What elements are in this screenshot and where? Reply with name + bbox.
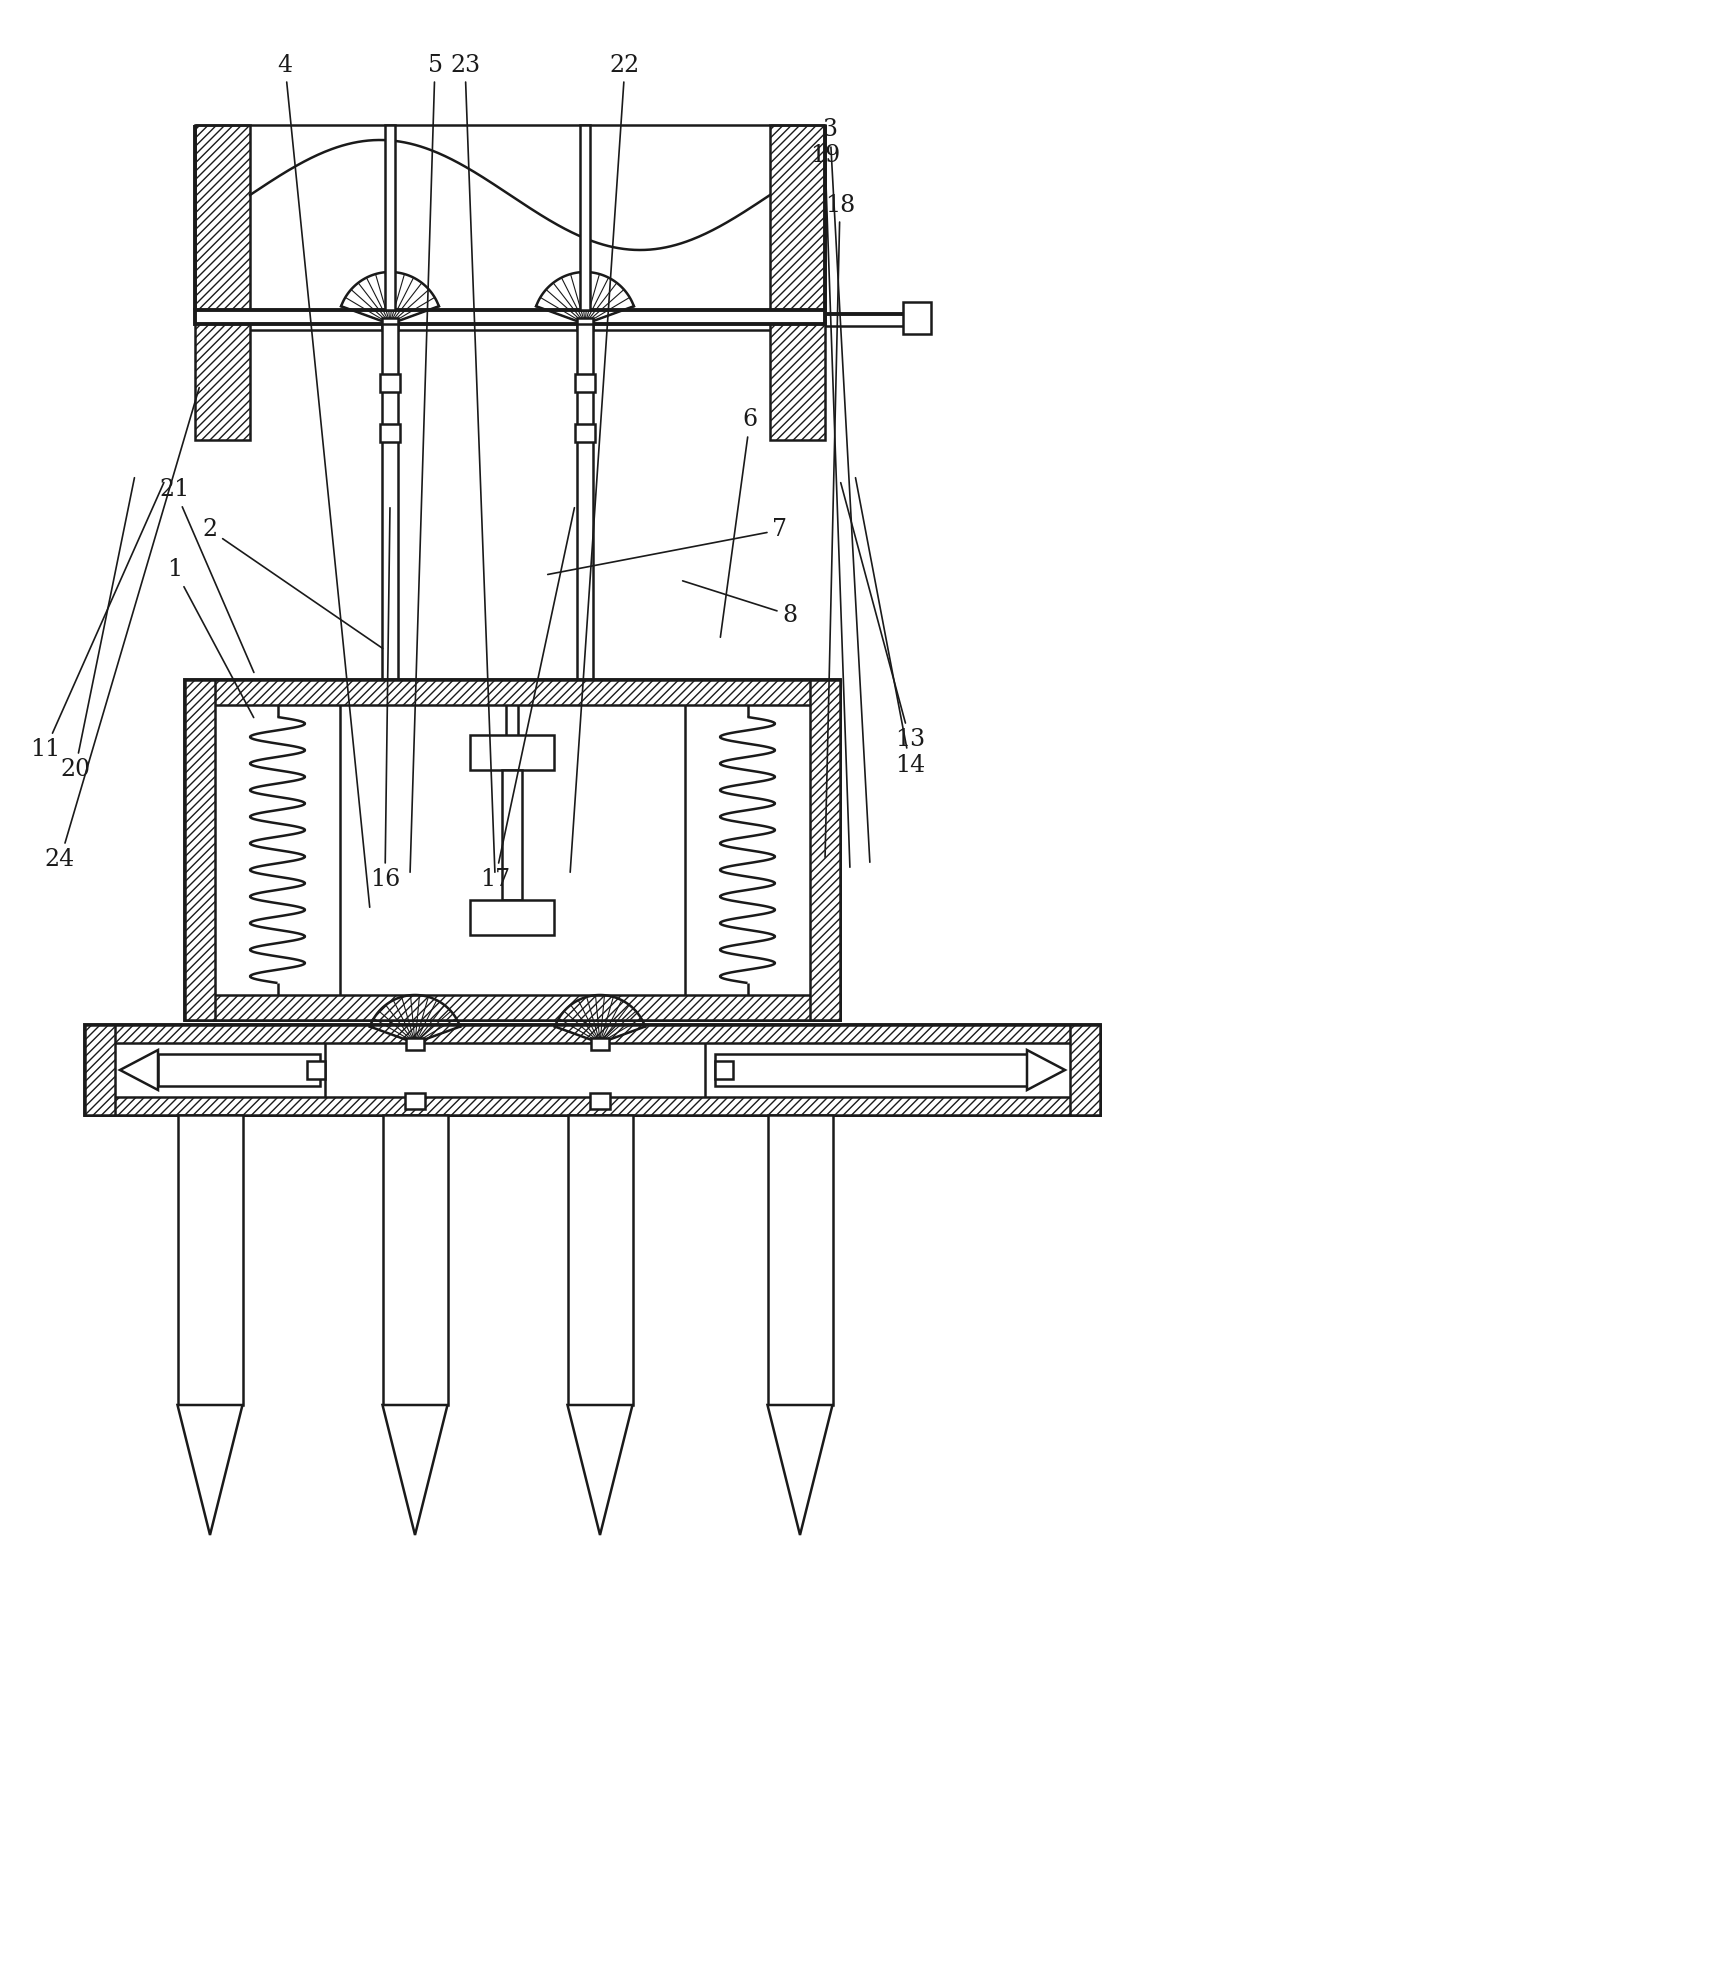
Bar bbox=[502, 769, 523, 899]
Bar bbox=[381, 325, 398, 681]
Text: 21: 21 bbox=[160, 478, 254, 673]
Text: 22: 22 bbox=[571, 53, 640, 872]
Bar bbox=[592, 1037, 609, 1051]
Text: 4: 4 bbox=[278, 53, 369, 907]
Polygon shape bbox=[121, 1051, 159, 1090]
Bar bbox=[383, 1116, 447, 1405]
Text: 24: 24 bbox=[45, 388, 198, 872]
Text: 5: 5 bbox=[411, 53, 443, 872]
Bar bbox=[85, 1025, 1101, 1043]
Text: 8: 8 bbox=[683, 581, 797, 626]
Bar bbox=[85, 1025, 1101, 1116]
Text: 18: 18 bbox=[825, 193, 856, 858]
Bar bbox=[568, 1116, 633, 1405]
Bar bbox=[380, 423, 400, 443]
Bar bbox=[574, 423, 595, 443]
Text: 6: 6 bbox=[721, 409, 757, 638]
Bar bbox=[185, 681, 840, 705]
Bar bbox=[185, 996, 840, 1019]
Bar bbox=[380, 374, 400, 392]
Text: 20: 20 bbox=[60, 478, 135, 781]
Polygon shape bbox=[768, 1405, 833, 1535]
Bar bbox=[185, 681, 216, 1019]
Bar bbox=[381, 319, 398, 331]
Text: 17: 17 bbox=[480, 508, 574, 892]
Bar bbox=[178, 1116, 243, 1405]
Bar bbox=[195, 311, 825, 325]
Polygon shape bbox=[1026, 1051, 1064, 1090]
Text: 19: 19 bbox=[809, 144, 850, 868]
Text: 7: 7 bbox=[549, 518, 788, 575]
Bar bbox=[307, 1061, 324, 1078]
Bar bbox=[85, 1096, 1101, 1116]
Text: 13: 13 bbox=[840, 482, 925, 752]
Bar bbox=[811, 681, 840, 1019]
Bar bbox=[574, 374, 595, 392]
Bar bbox=[714, 1055, 1026, 1086]
Text: 16: 16 bbox=[369, 508, 400, 892]
Polygon shape bbox=[383, 1405, 447, 1535]
Text: 14: 14 bbox=[856, 478, 925, 777]
Bar bbox=[1070, 1025, 1101, 1116]
Text: 3: 3 bbox=[823, 118, 869, 862]
Bar bbox=[185, 681, 840, 1019]
Text: 1: 1 bbox=[167, 559, 254, 718]
Bar bbox=[576, 319, 593, 331]
Bar bbox=[768, 1116, 833, 1405]
Polygon shape bbox=[568, 1405, 633, 1535]
Bar bbox=[195, 126, 250, 441]
Bar bbox=[580, 126, 590, 311]
Bar bbox=[590, 1092, 611, 1110]
Bar bbox=[385, 126, 395, 311]
Bar bbox=[902, 301, 932, 335]
Bar bbox=[469, 734, 554, 769]
Bar bbox=[85, 1025, 116, 1116]
Polygon shape bbox=[178, 1405, 243, 1535]
Bar bbox=[159, 1055, 321, 1086]
Bar bbox=[469, 899, 554, 935]
Text: 11: 11 bbox=[29, 482, 164, 762]
Bar bbox=[405, 1092, 424, 1110]
Bar bbox=[769, 126, 825, 441]
Text: 2: 2 bbox=[202, 518, 383, 647]
Text: 23: 23 bbox=[450, 53, 495, 872]
Bar bbox=[714, 1061, 733, 1078]
Bar bbox=[576, 325, 593, 681]
Bar bbox=[405, 1037, 424, 1051]
